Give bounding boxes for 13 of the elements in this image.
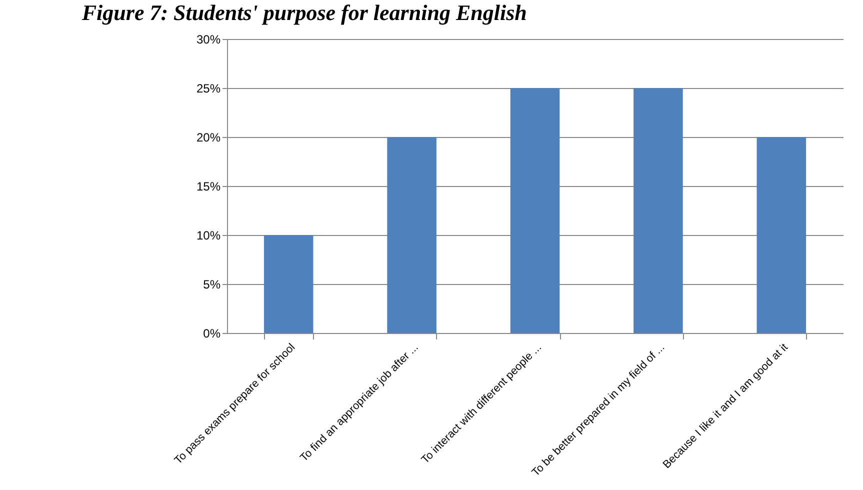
y-tick-label: 30% bbox=[196, 32, 221, 46]
y-tick-label: 20% bbox=[196, 130, 221, 144]
chart-title: Figure 7: Students' purpose for learning English bbox=[80, 0, 527, 25]
bar bbox=[756, 137, 806, 333]
y-tick-label: 5% bbox=[203, 278, 221, 292]
bar bbox=[387, 137, 436, 333]
bar bbox=[264, 235, 314, 333]
y-tick-label: 25% bbox=[196, 82, 221, 96]
y-tick-label: 10% bbox=[196, 228, 221, 242]
y-tick-label: 15% bbox=[196, 180, 221, 194]
bar bbox=[510, 88, 560, 333]
y-tick-label: 0% bbox=[203, 326, 221, 340]
bar bbox=[634, 88, 683, 333]
